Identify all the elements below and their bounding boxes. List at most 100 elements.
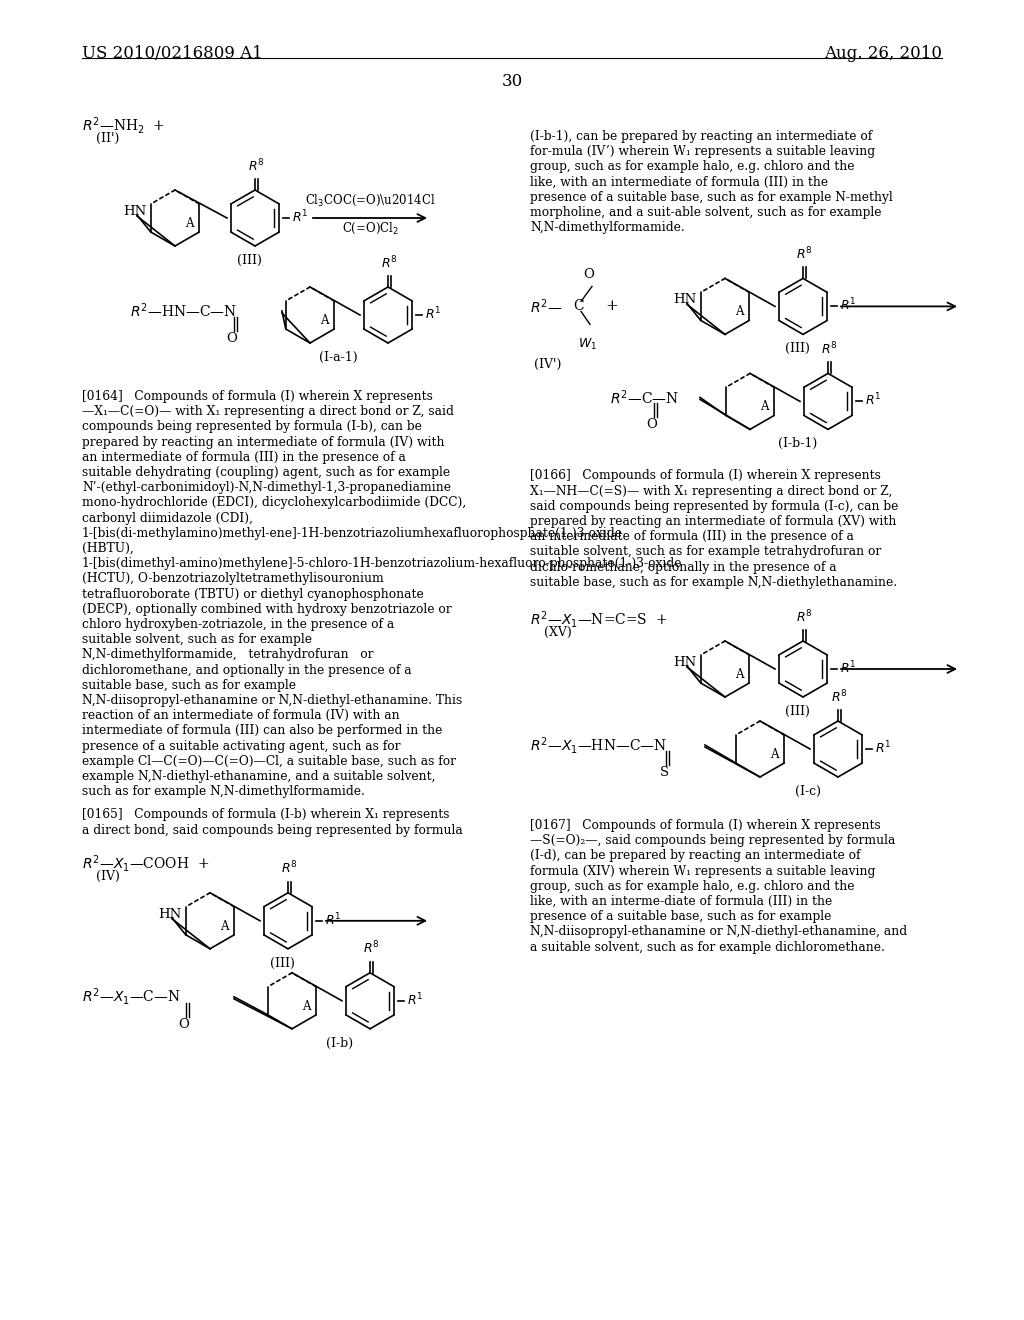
Text: prepared by reacting an intermediate of formula (IV) with: prepared by reacting an intermediate of … — [82, 436, 444, 449]
Text: $W_1$: $W_1$ — [579, 337, 598, 351]
Text: (HCTU), O-benzotriazolyltetramethylisouronium: (HCTU), O-benzotriazolyltetramethylisour… — [82, 573, 395, 585]
Text: [0165]   Compounds of formula (I-b) wherein X₁ represents: [0165] Compounds of formula (I-b) wherei… — [82, 808, 450, 821]
Text: like, with an intermediate of formula (III) in the: like, with an intermediate of formula (I… — [530, 176, 828, 189]
Text: S: S — [659, 766, 669, 779]
Text: example N,N-diethyl-ethanamine, and a suitable solvent,: example N,N-diethyl-ethanamine, and a su… — [82, 770, 435, 783]
Text: N,N-dimethylformamide.: N,N-dimethylformamide. — [530, 222, 685, 234]
Text: $R^8$: $R^8$ — [381, 255, 397, 271]
Text: (I-b-1): (I-b-1) — [778, 437, 817, 450]
Text: —X₁—C(=O)— with X₁ representing a direct bond or Z, said: —X₁—C(=O)— with X₁ representing a direct… — [82, 405, 454, 418]
Text: 1-[bis(di-methylamino)methyl-ene]-1H-benzotriazoliumhexafluorophosphate(1-)3-oxi: 1-[bis(di-methylamino)methyl-ene]-1H-ben… — [82, 527, 623, 540]
Text: morpholine, and a suit-able solvent, such as for example: morpholine, and a suit-able solvent, suc… — [530, 206, 882, 219]
Text: group, such as for example halo, e.g. chloro and the: group, such as for example halo, e.g. ch… — [530, 161, 854, 173]
Text: (I-a-1): (I-a-1) — [318, 351, 357, 364]
Text: Cl$_3$COC(=O)\u2014Cl: Cl$_3$COC(=O)\u2014Cl — [305, 193, 435, 209]
Text: C: C — [573, 300, 584, 313]
Text: (DECP), optionally combined with hydroxy benzotriazole or: (DECP), optionally combined with hydroxy… — [82, 603, 452, 616]
Text: (IV): (IV) — [96, 870, 120, 883]
Text: $R^8$: $R^8$ — [362, 940, 379, 957]
Text: A: A — [220, 920, 228, 933]
Text: $R^1$: $R^1$ — [840, 297, 856, 314]
Text: a direct bond, said compounds being represented by formula: a direct bond, said compounds being repr… — [82, 824, 463, 837]
Text: $R^2$—$X_1$—C—N: $R^2$—$X_1$—C—N — [82, 986, 181, 1007]
Text: said compounds being represented by formula (I-c), can be: said compounds being represented by form… — [530, 500, 898, 512]
Text: $R^2$—NH$_2$  +: $R^2$—NH$_2$ + — [82, 115, 165, 136]
Text: (III): (III) — [784, 342, 809, 355]
Text: compounds being represented by formula (I-b), can be: compounds being represented by formula (… — [82, 420, 422, 433]
Text: N’-(ethyl-carbonimidoyl)-N,N-dimethyl-1,3-propanediamine: N’-(ethyl-carbonimidoyl)-N,N-dimethyl-1,… — [82, 482, 451, 494]
Text: —S(=O)₂—, said compounds being represented by formula: —S(=O)₂—, said compounds being represent… — [530, 834, 895, 847]
Text: C(=O)Cl$_2$: C(=O)Cl$_2$ — [342, 220, 398, 236]
Text: HN: HN — [673, 656, 696, 669]
Text: $R^8$: $R^8$ — [830, 689, 847, 705]
Text: X₁—NH—C(=S)— with X₁ representing a direct bond or Z,: X₁—NH—C(=S)— with X₁ representing a dire… — [530, 484, 892, 498]
Text: [0164]   Compounds of formula (I) wherein X represents: [0164] Compounds of formula (I) wherein … — [82, 389, 433, 403]
Text: $R^2$—$X_1$—COOH  +: $R^2$—$X_1$—COOH + — [82, 853, 209, 874]
Text: O: O — [584, 268, 595, 281]
Text: [0167]   Compounds of formula (I) wherein X represents: [0167] Compounds of formula (I) wherein … — [530, 818, 881, 832]
Text: A: A — [319, 314, 329, 327]
Text: 1-[bis(dimethyl-amino)methylene]-5-chloro-1H-benzotriazolium-hexafluoro-phosphat: 1-[bis(dimethyl-amino)methylene]-5-chlor… — [82, 557, 683, 570]
Text: US 2010/0216809 A1: US 2010/0216809 A1 — [82, 45, 263, 62]
Text: +: + — [605, 300, 618, 313]
Text: suitable base, such as for example N,N-diethylethanamine.: suitable base, such as for example N,N-d… — [530, 576, 897, 589]
Text: an intermediate of formula (III) in the presence of a: an intermediate of formula (III) in the … — [530, 531, 854, 544]
Text: $R^2$—$X_1$—HN—C—N: $R^2$—$X_1$—HN—C—N — [530, 734, 667, 755]
Text: (IV'): (IV') — [534, 359, 561, 371]
Text: HN: HN — [673, 293, 696, 306]
Text: dichlo-romethane, optionally in the presence of a: dichlo-romethane, optionally in the pres… — [530, 561, 837, 574]
Text: A: A — [770, 748, 778, 762]
Text: (III): (III) — [269, 957, 295, 970]
Text: 30: 30 — [502, 73, 522, 90]
Text: suitable dehydrating (coupling) agent, such as for example: suitable dehydrating (coupling) agent, s… — [82, 466, 451, 479]
Text: (I-b-1), can be prepared by reacting an intermediate of: (I-b-1), can be prepared by reacting an … — [530, 129, 872, 143]
Text: suitable solvent, such as for example: suitable solvent, such as for example — [82, 634, 319, 647]
Text: $R^2$—C—N: $R^2$—C—N — [610, 388, 679, 407]
Text: $R^1$: $R^1$ — [425, 306, 441, 322]
Text: Aug. 26, 2010: Aug. 26, 2010 — [824, 45, 942, 62]
Text: formula (XIV) wherein W₁ represents a suitable leaving: formula (XIV) wherein W₁ represents a su… — [530, 865, 876, 878]
Text: A: A — [302, 999, 310, 1012]
Text: O: O — [178, 1018, 189, 1031]
Text: [0166]   Compounds of formula (I) wherein X represents: [0166] Compounds of formula (I) wherein … — [530, 470, 881, 482]
Text: (HBTU),: (HBTU), — [82, 543, 138, 554]
Text: (I-d), can be prepared by reacting an intermediate of: (I-d), can be prepared by reacting an in… — [530, 849, 860, 862]
Text: $R^2$—HN—C—N: $R^2$—HN—C—N — [130, 302, 238, 321]
Text: $R^1$: $R^1$ — [325, 912, 341, 928]
Text: such as for example N,N-dimethylformamide.: such as for example N,N-dimethylformamid… — [82, 785, 365, 799]
Text: A: A — [735, 668, 743, 681]
Text: suitable base, such as for example: suitable base, such as for example — [82, 678, 296, 692]
Text: (I-c): (I-c) — [795, 785, 821, 799]
Text: $R^2$—: $R^2$— — [530, 297, 562, 315]
Text: $R^8$: $R^8$ — [796, 246, 812, 263]
Text: $R^1$: $R^1$ — [407, 991, 423, 1008]
Text: A: A — [185, 216, 194, 230]
Text: A: A — [735, 305, 743, 318]
Text: $R^1$: $R^1$ — [865, 392, 882, 409]
Text: $R^1$: $R^1$ — [840, 660, 856, 676]
Text: an intermediate of formula (III) in the presence of a: an intermediate of formula (III) in the … — [82, 451, 406, 463]
Text: carbonyl diimidazole (CDI),: carbonyl diimidazole (CDI), — [82, 512, 253, 524]
Text: for-mula (IV’) wherein W₁ represents a suitable leaving: for-mula (IV’) wherein W₁ represents a s… — [530, 145, 876, 158]
Text: example Cl—C(=O)—C(=O)—Cl, a suitable base, such as for: example Cl—C(=O)—C(=O)—Cl, a suitable ba… — [82, 755, 456, 768]
Text: HN: HN — [158, 908, 181, 921]
Text: (II'): (II') — [96, 132, 120, 145]
Text: presence of a suitable activating agent, such as for: presence of a suitable activating agent,… — [82, 739, 400, 752]
Text: intermediate of formula (III) can also be performed in the: intermediate of formula (III) can also b… — [82, 725, 442, 738]
Text: $R^8$: $R^8$ — [796, 609, 812, 624]
Text: dichloromethane, and optionally in the presence of a: dichloromethane, and optionally in the p… — [82, 664, 412, 677]
Text: group, such as for example halo, e.g. chloro and the: group, such as for example halo, e.g. ch… — [530, 880, 854, 892]
Text: $R^2$—$X_1$—N=C=S  +: $R^2$—$X_1$—N=C=S + — [530, 609, 668, 630]
Text: N,N-diisopropyl-ethanamine or N,N-diethyl-ethanamine, and: N,N-diisopropyl-ethanamine or N,N-diethy… — [530, 925, 907, 939]
Text: tetrafluoroborate (TBTU) or diethyl cyanophosphonate: tetrafluoroborate (TBTU) or diethyl cyan… — [82, 587, 424, 601]
Text: $R^8$: $R^8$ — [281, 861, 297, 876]
Text: (III): (III) — [784, 705, 809, 718]
Text: O: O — [226, 333, 238, 345]
Text: suitable solvent, such as for example tetrahydrofuran or: suitable solvent, such as for example te… — [530, 545, 882, 558]
Text: chloro hydroxyben-zotriazole, in the presence of a: chloro hydroxyben-zotriazole, in the pre… — [82, 618, 394, 631]
Text: prepared by reacting an intermediate of formula (XV) with: prepared by reacting an intermediate of … — [530, 515, 896, 528]
Text: HN: HN — [123, 205, 146, 218]
Text: a suitable solvent, such as for example dichloromethane.: a suitable solvent, such as for example … — [530, 941, 885, 953]
Text: $R^1$: $R^1$ — [874, 739, 891, 756]
Text: O: O — [646, 418, 657, 432]
